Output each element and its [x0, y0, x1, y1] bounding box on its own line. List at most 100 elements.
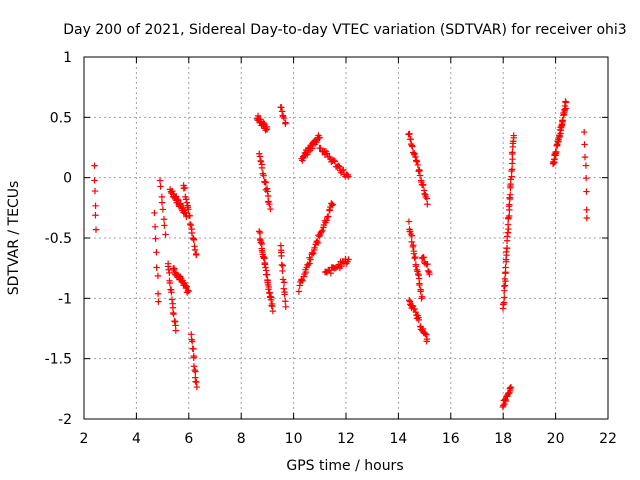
- data-point: [190, 236, 198, 244]
- data-point: [278, 104, 285, 111]
- data-point: [282, 119, 289, 126]
- x-tick-label: 6: [184, 431, 193, 447]
- data-point: [423, 195, 431, 202]
- data-point: [166, 269, 173, 277]
- data-point: [506, 212, 513, 220]
- data-point: [256, 228, 263, 235]
- data-point: [193, 250, 200, 258]
- data-point: [406, 297, 413, 304]
- data-point: [263, 271, 271, 278]
- data-point: [173, 193, 180, 200]
- data-point: [335, 162, 342, 169]
- data-point: [331, 158, 339, 165]
- data-point: [582, 174, 590, 182]
- data-point: [262, 264, 269, 271]
- x-tick-label: 12: [337, 431, 355, 447]
- data-point: [191, 246, 199, 254]
- data-point: [507, 191, 514, 198]
- data-point: [160, 216, 168, 223]
- data-point: [562, 105, 569, 112]
- data-point: [411, 254, 418, 262]
- data-point: [325, 213, 332, 220]
- data-point: [158, 193, 166, 201]
- data-point: [186, 220, 194, 228]
- data-point: [412, 253, 419, 261]
- data-point: [418, 293, 426, 300]
- data-point: [507, 383, 515, 391]
- data-point: [330, 157, 338, 164]
- y-tick-label: -0.5: [45, 231, 72, 247]
- data-point: [583, 206, 590, 214]
- data-point: [412, 309, 420, 316]
- data-point: [155, 298, 162, 305]
- data-point: [190, 363, 198, 370]
- data-point: [280, 114, 288, 122]
- data-point: [267, 293, 274, 300]
- data-point: [424, 267, 432, 275]
- data-point: [504, 221, 512, 228]
- y-tick-label: -1.5: [45, 352, 72, 368]
- data-point: [338, 262, 345, 270]
- data-point: [166, 279, 174, 287]
- data-point: [278, 252, 285, 260]
- data-point: [317, 144, 324, 152]
- data-point: [422, 330, 429, 337]
- data-point: [188, 229, 196, 237]
- x-tick-label: 8: [237, 431, 246, 447]
- y-tick-label: 0: [63, 171, 72, 187]
- data-point: [311, 244, 318, 252]
- data-point: [552, 148, 560, 156]
- data-point: [280, 279, 288, 286]
- data-point: [185, 288, 192, 295]
- data-points: [91, 98, 590, 411]
- data-point: [408, 232, 415, 239]
- data-point: [412, 153, 419, 161]
- data-point: [502, 398, 509, 405]
- data-point: [559, 117, 566, 124]
- data-point: [406, 130, 413, 137]
- data-point: [417, 288, 424, 295]
- data-point: [558, 121, 565, 129]
- y-tick-label: -2: [58, 412, 72, 428]
- data-point: [168, 296, 176, 303]
- data-point: [502, 277, 509, 285]
- data-point: [256, 153, 264, 160]
- data-point: [415, 316, 422, 324]
- data-point: [92, 226, 100, 233]
- data-point: [154, 290, 162, 297]
- data-point: [306, 260, 313, 267]
- data-point: [336, 163, 343, 170]
- data-point: [281, 291, 288, 298]
- data-point: [183, 199, 191, 206]
- data-point: [258, 164, 266, 172]
- data-point: [583, 188, 590, 195]
- data-point: [583, 214, 590, 222]
- data-point: [582, 162, 590, 169]
- x-tick-label: 16: [442, 431, 460, 447]
- data-point: [502, 270, 509, 277]
- data-point: [424, 201, 431, 208]
- axis-ticks: [83, 56, 609, 420]
- data-point: [91, 162, 98, 169]
- data-point: [256, 229, 264, 237]
- data-point: [410, 250, 418, 257]
- data-point: [345, 173, 352, 180]
- data-point: [340, 166, 347, 174]
- data-point: [581, 153, 589, 161]
- data-point: [153, 264, 160, 271]
- data-point: [170, 310, 177, 318]
- x-tick-label: 18: [494, 431, 512, 447]
- data-point: [302, 268, 309, 276]
- data-point: [411, 305, 418, 313]
- y-tick-label: 0.5: [50, 110, 72, 126]
- x-tick-label: 10: [285, 431, 303, 447]
- data-point: [151, 223, 159, 231]
- data-point: [278, 108, 286, 115]
- data-point: [500, 282, 508, 290]
- data-point: [193, 383, 201, 391]
- data-point: [581, 141, 588, 148]
- data-point: [190, 345, 197, 353]
- data-point: [299, 277, 306, 285]
- data-point: [424, 260, 431, 268]
